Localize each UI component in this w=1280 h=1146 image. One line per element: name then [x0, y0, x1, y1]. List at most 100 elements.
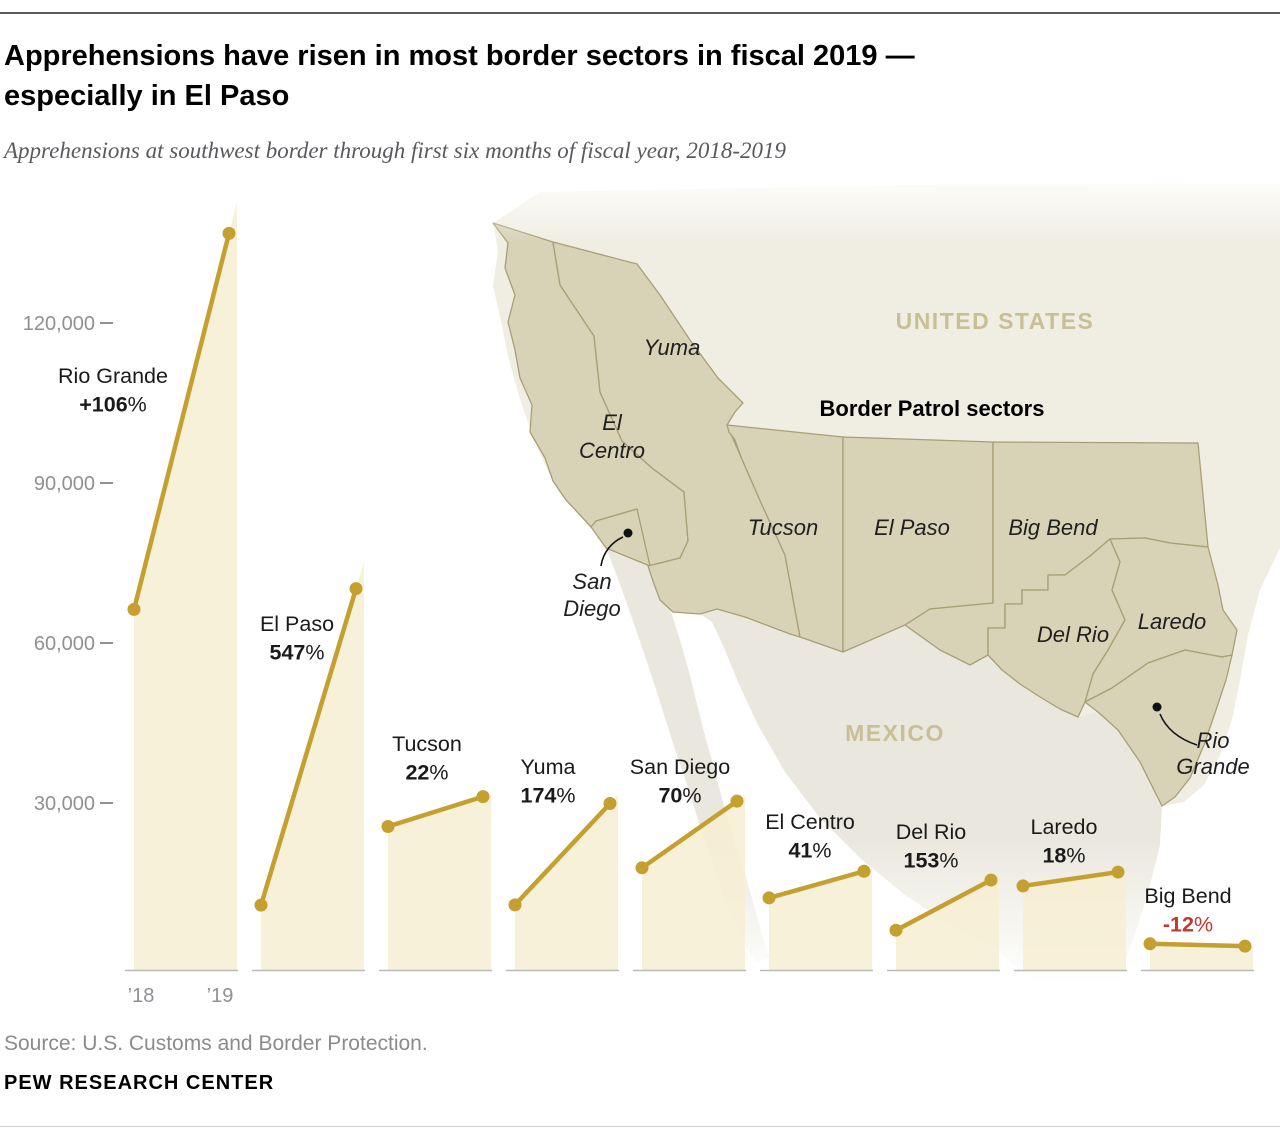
- map-legend-label: Border Patrol sectors: [820, 396, 1045, 421]
- mini-chart-el-centro: El Centro 41%: [760, 810, 873, 972]
- chart-sector-name: Rio Grande: [58, 364, 168, 388]
- bottom-rule: [0, 1126, 1280, 1127]
- chart-area: [896, 875, 999, 970]
- chart-change-label: +106%: [79, 393, 147, 417]
- chart-dot-2018: [1016, 879, 1030, 893]
- chart-sector-name: San Diego: [630, 755, 730, 779]
- chart-dot-2019: [222, 226, 236, 240]
- chart-dot-2018: [508, 898, 522, 912]
- mini-chart-san-diego: San Diego 70%: [630, 755, 746, 972]
- san-diego-callout-label: Diego: [563, 596, 620, 621]
- x-label-2018: ’18: [128, 985, 155, 1007]
- chart-dot-2018: [254, 898, 268, 912]
- chart-sector-name: Laredo: [1031, 815, 1098, 839]
- mini-chart-del-rio: Del Rio 153%: [887, 820, 1000, 972]
- chart-area: [515, 795, 618, 970]
- chart-sector-name: El Centro: [765, 810, 855, 834]
- page-title: Apprehensions have risen in most border …: [4, 36, 1104, 116]
- map-sector-label-el-centro: Centro: [579, 438, 645, 463]
- title-line-1: Apprehensions have risen in most border …: [4, 40, 915, 72]
- chart-slope-line: [512, 801, 613, 908]
- mini-chart-laredo: Laredo 18%: [1014, 815, 1127, 972]
- mini-chart-tucson: Tucson 22%: [379, 732, 492, 972]
- chart-sector-name: Yuma: [521, 755, 576, 779]
- chart-slope-line: [766, 869, 867, 901]
- san-diego-callout-label: San: [572, 569, 611, 594]
- map-sector-label-yuma: Yuma: [644, 335, 701, 360]
- map-sector-label-laredo: Laredo: [1138, 609, 1207, 634]
- chart-area: [642, 795, 745, 970]
- rio-grande-callout-line: [1159, 713, 1198, 746]
- chart-slope-line: [385, 794, 486, 829]
- san-diego-callout-line: [600, 536, 624, 567]
- chart-dot-2019: [1238, 939, 1252, 953]
- chart-dot-2018: [635, 861, 649, 875]
- y-tick-label-90000: 90,000: [34, 473, 95, 495]
- chart-dot-2018: [762, 891, 776, 905]
- map-sector-label-big-bend: Big Bend: [1008, 515, 1098, 540]
- mini-chart-el-paso: El Paso 547%: [252, 561, 365, 972]
- mini-chart-yuma: Yuma 174%: [506, 755, 619, 972]
- chart-area: [261, 561, 364, 970]
- chart-sector-name: Del Rio: [896, 820, 967, 844]
- map-sector-label-tucson: Tucson: [748, 515, 819, 540]
- title-line-2: especially in El Paso: [4, 80, 290, 112]
- y-tick-label-60000: 60,000: [34, 633, 95, 655]
- chart-area: [134, 201, 237, 971]
- chart-area: [1023, 870, 1126, 970]
- chart-change-label: 174%: [521, 784, 576, 808]
- chart-dot-2019: [349, 582, 363, 596]
- map-top-fade: [440, 170, 1280, 242]
- san-diego-callout-dot: [623, 528, 633, 538]
- chart-slope-line: [1020, 869, 1121, 889]
- chart-change-label: 22%: [405, 761, 448, 785]
- mexico-label: MEXICO: [845, 720, 945, 746]
- chart-dot-2019: [603, 797, 617, 811]
- map-sector-label-del-rio: Del Rio: [1037, 622, 1109, 647]
- top-rule: [0, 12, 1280, 14]
- mini-chart-rio-grande: Rio Grande +106% ’18 ’19: [58, 201, 238, 1007]
- chart-change-label: -12%: [1163, 913, 1213, 937]
- chart-dot-2018: [889, 923, 903, 937]
- chart-area: [769, 869, 872, 970]
- chart-dot-2018: [127, 602, 141, 616]
- rio-grande-callout-label: Grande: [1176, 754, 1249, 779]
- mini-chart-big-bend: Big Bend -12%: [1141, 884, 1254, 972]
- chart-dot-2018: [1143, 937, 1157, 951]
- chart-dot-2019: [984, 873, 998, 887]
- chart-change-label: 18%: [1042, 844, 1085, 868]
- chart-slope-line: [131, 231, 232, 612]
- chart-change-label: 153%: [904, 849, 959, 873]
- page-subtitle: Apprehensions at southwest border throug…: [4, 138, 786, 163]
- sector-yuma-shape: [552, 241, 801, 638]
- source-note: Source: U.S. Customs and Border Protecti…: [4, 1032, 428, 1055]
- chart-sector-name: Big Bend: [1144, 884, 1231, 908]
- brand-footer: PEW RESEARCH CENTER: [4, 1072, 275, 1094]
- chart-slope-line: [1147, 941, 1248, 949]
- chart-dot-2018: [381, 819, 395, 833]
- chart-slope-line: [258, 586, 359, 908]
- chart-change-label: 547%: [270, 641, 325, 665]
- chart-slope-line: [639, 798, 740, 871]
- chart-dot-2019: [730, 794, 744, 808]
- chart-area: [1150, 943, 1253, 970]
- chart-sector-name: Tucson: [392, 732, 462, 756]
- rio-grande-callout-label: Rio: [1196, 728, 1229, 753]
- chart-change-label: 41%: [788, 839, 831, 863]
- united-states-label: UNITED STATES: [896, 308, 1095, 334]
- y-tick-label-120000: 120,000: [23, 313, 95, 335]
- chart-dot-2019: [857, 864, 871, 878]
- y-tick-label-30000: 30,000: [34, 793, 95, 815]
- chart-change-label: 70%: [658, 784, 701, 808]
- chart-slope-line: [893, 877, 994, 933]
- chart-dot-2019: [1111, 865, 1125, 879]
- rio-grande-callout-dot: [1152, 702, 1162, 712]
- sector-rio-grande-shape: [1084, 649, 1233, 807]
- chart-dot-2019: [476, 790, 490, 804]
- x-label-2019: ’19: [207, 985, 234, 1007]
- chart-sector-name: El Paso: [260, 612, 334, 636]
- map-sector-label-el-centro: El: [602, 410, 623, 435]
